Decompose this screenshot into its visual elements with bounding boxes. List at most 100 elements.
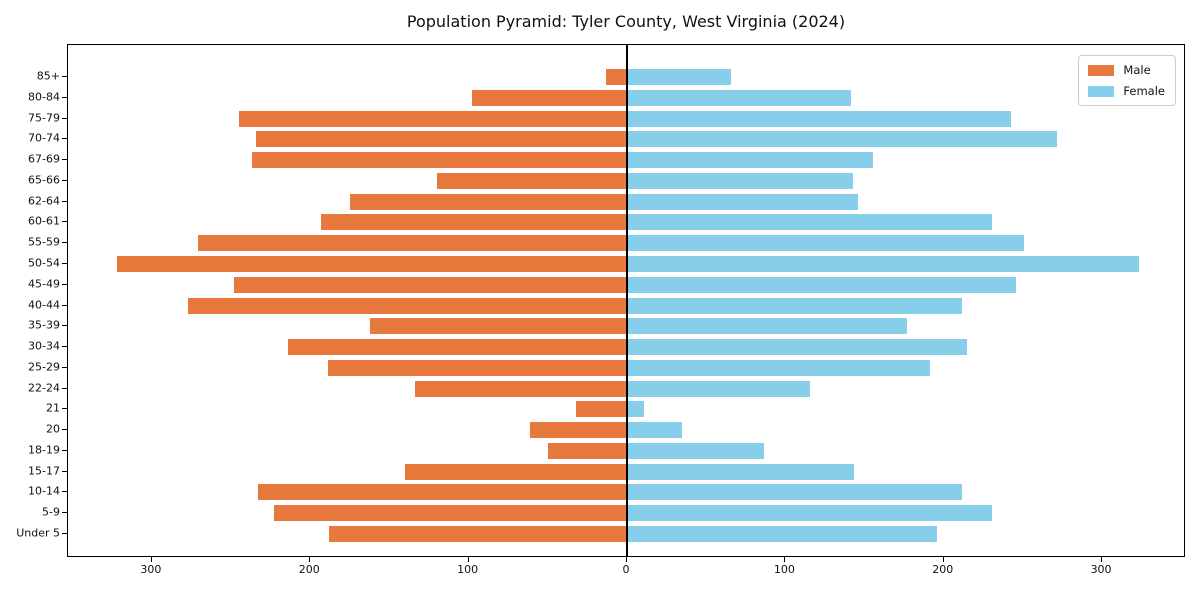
male-bar <box>273 505 627 522</box>
male-bar <box>414 380 627 397</box>
female-bar <box>628 526 937 542</box>
female-bar <box>628 214 993 231</box>
x-tick-label: 300 <box>140 563 162 576</box>
y-tick-mark <box>62 408 67 410</box>
chart-title: Population Pyramid: Tyler County, West V… <box>406 12 846 31</box>
male-bar <box>256 131 627 148</box>
legend: Male Female <box>1078 55 1176 106</box>
male-bar <box>188 297 627 314</box>
male-bar <box>436 172 627 189</box>
female-bar <box>628 110 1012 127</box>
female-bar <box>628 318 907 335</box>
y-tick-mark <box>62 96 67 98</box>
male-bar <box>370 318 627 335</box>
female-bar <box>628 172 853 189</box>
y-tick-mark <box>62 76 67 77</box>
y-tick-label: 67-69 <box>28 152 60 166</box>
female-bar <box>628 505 993 522</box>
female-bar <box>628 152 874 169</box>
male-bar <box>327 359 627 376</box>
legend-label-female: Female <box>1123 84 1165 98</box>
female-bar <box>628 193 858 210</box>
male-swatch-icon <box>1088 64 1115 76</box>
legend-item-male: Male <box>1088 63 1165 77</box>
y-tick-mark <box>62 221 67 223</box>
y-tick-mark <box>62 304 67 306</box>
x-tick-label: 100 <box>773 563 795 576</box>
male-bar <box>329 526 627 542</box>
y-tick-mark <box>62 387 67 389</box>
y-tick-label: 62-64 <box>28 194 60 208</box>
male-bar <box>117 255 627 272</box>
male-bar <box>530 422 627 439</box>
female-bar <box>628 69 731 85</box>
female-bar <box>628 380 811 397</box>
y-tick-mark <box>62 138 67 140</box>
y-tick-label: 35-39 <box>28 318 60 332</box>
male-bar <box>606 69 627 85</box>
y-tick-mark <box>62 512 67 514</box>
y-tick-label: 25-29 <box>28 360 60 374</box>
y-tick-label: 20 <box>46 422 60 436</box>
female-bar <box>628 401 644 418</box>
y-tick-label: Under 5 <box>16 526 60 540</box>
y-tick-label: 10-14 <box>28 484 60 498</box>
zero-axis-line <box>626 45 628 556</box>
male-bar <box>405 463 627 480</box>
bars-layer <box>68 45 1184 556</box>
legend-item-female: Female <box>1088 84 1165 98</box>
male-bar <box>471 89 627 106</box>
female-bar <box>628 422 682 439</box>
female-swatch-icon <box>1088 85 1115 97</box>
y-tick-mark <box>62 325 67 327</box>
female-bar <box>628 276 1016 293</box>
female-bar <box>628 235 1024 252</box>
male-bar <box>234 276 627 293</box>
x-tick-label: 100 <box>457 563 479 576</box>
y-tick-label: 22-24 <box>28 381 60 395</box>
y-tick-label: 80-84 <box>28 90 60 104</box>
female-bar <box>628 359 931 376</box>
x-tick-mark <box>150 557 152 562</box>
x-tick-label: 0 <box>622 563 630 576</box>
y-tick-label: 60-61 <box>28 214 60 228</box>
male-bar <box>349 193 627 210</box>
male-bar <box>288 339 627 356</box>
male-bar <box>197 235 627 252</box>
y-tick-mark <box>62 533 67 534</box>
x-tick-mark <box>309 557 311 562</box>
male-bar <box>251 152 627 169</box>
y-tick-label: 65-66 <box>28 173 60 187</box>
male-bar <box>576 401 627 418</box>
x-tick-mark <box>942 557 944 562</box>
x-tick-mark <box>467 557 469 562</box>
y-tick-mark <box>62 242 67 244</box>
y-tick-label: 55-59 <box>28 235 60 249</box>
y-tick-mark <box>62 470 67 472</box>
y-tick-mark <box>62 262 67 264</box>
y-tick-mark <box>62 491 67 493</box>
male-bar <box>321 214 627 231</box>
x-tick-mark <box>626 557 627 562</box>
male-bar <box>547 442 627 459</box>
female-bar <box>628 484 963 501</box>
legend-label-male: Male <box>1123 63 1151 77</box>
x-tick-label: 300 <box>1090 563 1112 576</box>
y-tick-label: 50-54 <box>28 256 60 270</box>
y-tick-mark <box>62 366 67 368</box>
female-bar <box>628 255 1140 272</box>
female-bar <box>628 131 1058 148</box>
y-tick-mark <box>62 346 67 348</box>
y-tick-mark <box>62 429 67 431</box>
y-tick-label: 40-44 <box>28 298 60 311</box>
female-bar <box>628 442 765 459</box>
y-tick-mark <box>62 449 67 451</box>
y-tick-label: 5-9 <box>42 505 60 519</box>
female-bar <box>628 297 963 314</box>
x-tick-label: 200 <box>298 563 320 576</box>
plot-area: Male Female <box>67 44 1185 557</box>
y-tick-mark <box>62 200 67 202</box>
